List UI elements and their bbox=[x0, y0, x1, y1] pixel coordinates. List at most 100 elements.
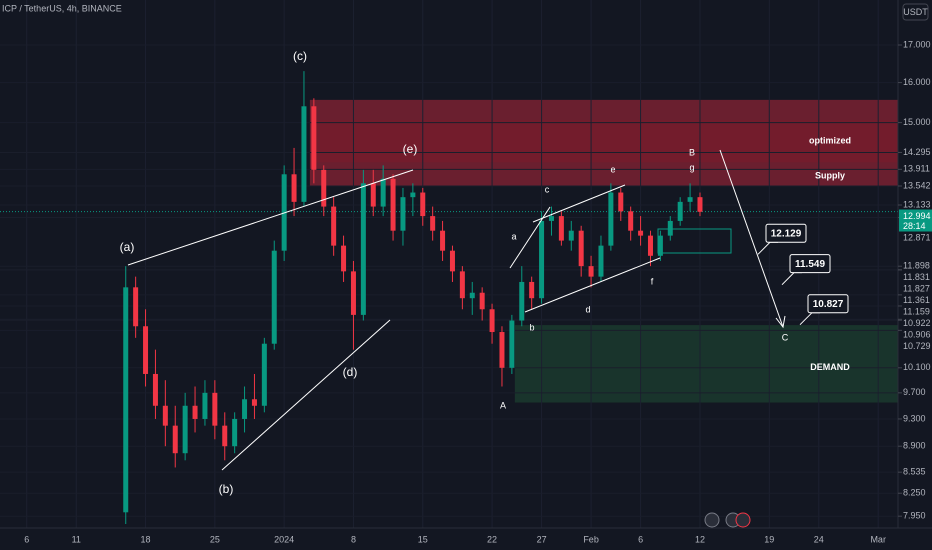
candle-body bbox=[261, 343, 267, 406]
candle-body bbox=[321, 169, 327, 207]
candle-body bbox=[370, 183, 376, 207]
x-tick-label: 2024 bbox=[274, 534, 294, 544]
candle-body bbox=[341, 245, 347, 272]
wave-label: (e) bbox=[403, 142, 418, 156]
candle-body bbox=[212, 392, 218, 426]
zone-label: DEMAND bbox=[810, 362, 850, 372]
y-tick-label: 10.729 bbox=[903, 341, 931, 351]
x-tick-label: 24 bbox=[814, 534, 824, 544]
y-tick-label: 11.831 bbox=[903, 272, 930, 282]
currency-button[interactable] bbox=[902, 3, 929, 21]
candle-body bbox=[202, 392, 208, 419]
zone-label: optimized bbox=[809, 136, 851, 146]
trend-line bbox=[221, 319, 391, 471]
candle-body bbox=[420, 192, 426, 217]
wave-label: (a) bbox=[120, 240, 135, 254]
y-tick-label: 13.133 bbox=[903, 199, 931, 209]
icon[interactable] bbox=[704, 512, 720, 528]
y-tick-label: 8.250 bbox=[903, 488, 926, 498]
last-price-box bbox=[899, 209, 932, 232]
y-tick-label: 12.871 bbox=[903, 232, 931, 242]
zone bbox=[514, 325, 898, 403]
y-tick-label: 13.911 bbox=[903, 164, 930, 174]
trend-line bbox=[127, 169, 414, 266]
candle-body bbox=[271, 250, 277, 344]
wave-label: e bbox=[610, 164, 615, 174]
projection-arrow bbox=[719, 149, 784, 328]
wave-label: a bbox=[511, 231, 516, 241]
candle-body bbox=[578, 230, 584, 267]
currency[interactable]: USDT bbox=[903, 7, 928, 17]
candle-body bbox=[360, 183, 366, 315]
candle-body bbox=[618, 192, 624, 212]
labels: Supply optimized DEMAND (a) (b) (c) (d) (e) Aa b c… bbox=[120, 49, 851, 496]
target-label: 11.549 bbox=[795, 259, 825, 270]
candle-body bbox=[638, 230, 644, 236]
candle-body bbox=[568, 230, 574, 241]
candle-body bbox=[410, 192, 416, 198]
candle-body bbox=[331, 206, 337, 246]
candle-body bbox=[152, 373, 158, 406]
candle-body bbox=[390, 178, 396, 231]
zones bbox=[309, 99, 899, 403]
y-tick-label: 9.700 bbox=[903, 387, 926, 397]
candle-body bbox=[192, 405, 198, 419]
icon[interactable] bbox=[735, 512, 751, 528]
y-tick-label: 11.827 bbox=[903, 284, 930, 294]
callout-box bbox=[765, 223, 807, 243]
x-tick-label: 18 bbox=[141, 534, 151, 544]
callout-box bbox=[789, 254, 831, 274]
candle-body bbox=[558, 216, 564, 241]
x-tick-label: 27 bbox=[537, 534, 547, 544]
wave-label: C bbox=[782, 332, 789, 342]
y-tick-label: 14.295 bbox=[903, 147, 931, 157]
trend-line bbox=[524, 257, 661, 313]
x-tick-label: 6 bbox=[24, 534, 29, 544]
wave-label: d bbox=[585, 304, 590, 314]
y-tick-label: 15.000 bbox=[903, 117, 931, 127]
y-tick-label: 13.542 bbox=[903, 180, 931, 190]
candle-body bbox=[143, 326, 149, 374]
wave-label: (b) bbox=[219, 482, 234, 496]
callout-box bbox=[807, 294, 849, 314]
candle-body bbox=[697, 197, 703, 212]
candle-body bbox=[608, 192, 614, 246]
wave-label: (c) bbox=[293, 49, 307, 63]
candle-body bbox=[242, 399, 248, 419]
candle-body bbox=[301, 106, 307, 202]
candle-body bbox=[400, 197, 406, 231]
x-tick-label: 15 bbox=[418, 534, 428, 544]
x-tick-label: 19 bbox=[764, 534, 774, 544]
candle-body bbox=[251, 399, 257, 406]
candle-body bbox=[232, 418, 238, 447]
wave-label: f bbox=[651, 276, 654, 286]
x-tick-label: 11 bbox=[72, 534, 81, 544]
candle-body bbox=[123, 287, 129, 513]
candle-body bbox=[677, 201, 683, 221]
y-tick-label: 11.898 bbox=[903, 261, 930, 271]
wave-label: B bbox=[689, 147, 695, 157]
x-tick-label: 6 bbox=[638, 534, 643, 544]
y-tick-label: 10.100 bbox=[903, 362, 931, 372]
candle-body bbox=[222, 425, 228, 447]
candle-body bbox=[172, 425, 178, 454]
candle-body bbox=[588, 266, 594, 277]
target-label: 10.827 bbox=[813, 299, 844, 310]
candle-body bbox=[598, 245, 604, 277]
candle-body bbox=[350, 271, 356, 315]
candle-body bbox=[687, 197, 693, 202]
x-tick-label: Feb bbox=[583, 534, 599, 544]
x-tick-label: Mar bbox=[870, 534, 886, 544]
candle-body bbox=[459, 271, 465, 299]
wave-label: b bbox=[529, 322, 534, 332]
y-tick-label: 10.922 bbox=[903, 318, 931, 328]
y-tick-label: 7.950 bbox=[903, 511, 926, 521]
trend-line bbox=[532, 184, 626, 223]
candle-body bbox=[519, 281, 525, 321]
drawings bbox=[127, 149, 786, 471]
x-tick-label: 12 bbox=[695, 534, 705, 544]
candle-body bbox=[430, 216, 436, 231]
candle-body bbox=[647, 235, 653, 256]
candle-body bbox=[479, 292, 485, 310]
candle-body bbox=[291, 174, 297, 202]
